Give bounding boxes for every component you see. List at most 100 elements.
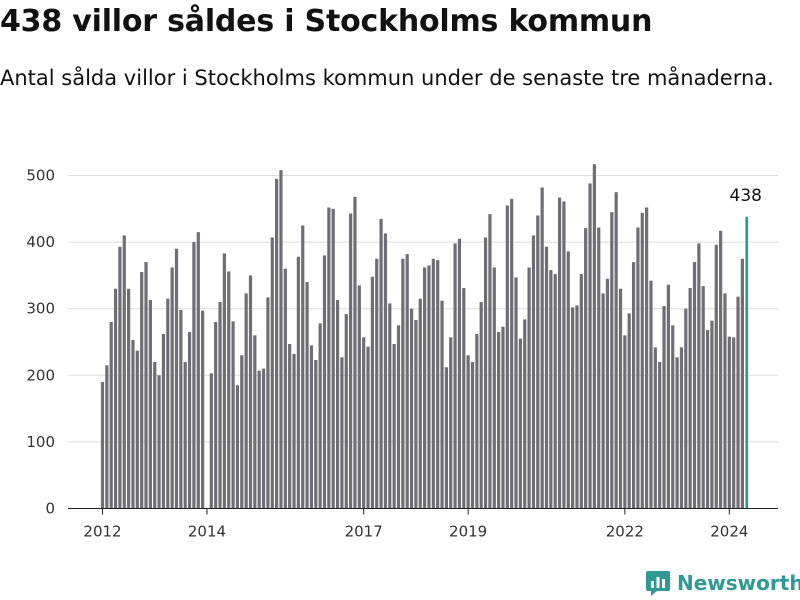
bar: [671, 325, 675, 509]
bar: [122, 235, 126, 509]
bar: [645, 207, 649, 509]
bar: [153, 361, 157, 509]
bar: [475, 334, 479, 509]
bar: [257, 370, 261, 509]
bar: [266, 297, 270, 509]
bar: [318, 323, 322, 509]
bar: [396, 325, 401, 509]
bar: [562, 201, 566, 509]
bar: [118, 246, 122, 509]
bar: [209, 373, 213, 509]
bar: [196, 232, 200, 509]
bar: [414, 320, 418, 509]
bar: [305, 282, 309, 509]
bar: [366, 346, 370, 509]
bar: [666, 284, 670, 509]
bar: [327, 207, 331, 509]
bar: [288, 344, 292, 509]
bar: [571, 307, 575, 509]
bar: [714, 244, 718, 509]
bar: [518, 338, 522, 509]
bar: [701, 286, 705, 509]
bar: [719, 230, 723, 509]
bar: [383, 233, 388, 509]
bar: [658, 361, 662, 509]
bar: [588, 183, 592, 509]
y-tick-label: 300: [26, 300, 55, 318]
bar: [270, 237, 274, 509]
bar: [449, 337, 453, 509]
bar: [549, 270, 553, 509]
bar: [174, 248, 179, 509]
bar: [431, 258, 435, 509]
bar: [388, 303, 392, 509]
bar: [105, 365, 109, 509]
bar: [483, 237, 488, 509]
bar: [440, 300, 444, 509]
bar: [187, 332, 192, 509]
bar: [335, 300, 340, 509]
y-tick-label: 500: [26, 167, 55, 185]
bar: [331, 208, 335, 509]
bar: [322, 255, 327, 509]
bar: [375, 258, 379, 509]
bar: [170, 267, 174, 509]
bar: [370, 276, 374, 509]
bars: [100, 164, 749, 509]
bar: [140, 272, 144, 509]
bar: [675, 357, 679, 509]
bar: [161, 334, 166, 509]
x-tick-label: 2012: [83, 523, 121, 541]
bar: [423, 267, 427, 509]
bar: [301, 225, 305, 509]
x-tick-label: 2022: [606, 523, 644, 541]
bar: [557, 197, 562, 509]
bar: [692, 262, 697, 509]
bar: [227, 271, 231, 509]
bar: [362, 337, 366, 509]
bar: [192, 242, 196, 509]
y-tick-label: 100: [26, 433, 55, 451]
bar: [457, 238, 462, 509]
bar: [597, 227, 601, 509]
bar: [640, 212, 644, 509]
bar: [235, 385, 240, 509]
bar: [601, 293, 605, 509]
bar: [179, 310, 183, 509]
bar: [214, 322, 218, 509]
bar: [261, 368, 266, 509]
bar: [409, 308, 414, 509]
bar: [353, 196, 357, 509]
bar: [283, 268, 287, 509]
bar: [357, 285, 361, 509]
bar: [127, 288, 131, 509]
bar: [505, 205, 509, 509]
highlight-value-label: 438: [730, 186, 762, 206]
bar: [436, 260, 440, 509]
bar: [710, 320, 714, 509]
bar: [605, 278, 610, 509]
bar: [183, 361, 187, 509]
bar: [157, 375, 161, 509]
bar: [479, 302, 483, 509]
bar: [279, 170, 283, 509]
bar: [253, 335, 257, 509]
bar: [662, 306, 666, 509]
bar: [584, 228, 588, 509]
x-tick-label: 2014: [188, 523, 226, 541]
newsworthy-logo-icon: [646, 571, 670, 596]
bar: [727, 336, 731, 509]
bar: [201, 310, 205, 509]
bar: [501, 326, 505, 509]
x-axis-ticks: 2012 2014 2017 2019 2022 2024: [83, 508, 748, 541]
bar: [627, 313, 631, 509]
bar: [566, 251, 570, 509]
bar: [131, 340, 135, 509]
bar: [636, 227, 640, 509]
x-tick-label: 2024: [710, 523, 748, 541]
bar: [292, 353, 296, 509]
highlight-bar: [745, 216, 749, 509]
bar: [401, 258, 405, 509]
bar: [497, 332, 501, 509]
